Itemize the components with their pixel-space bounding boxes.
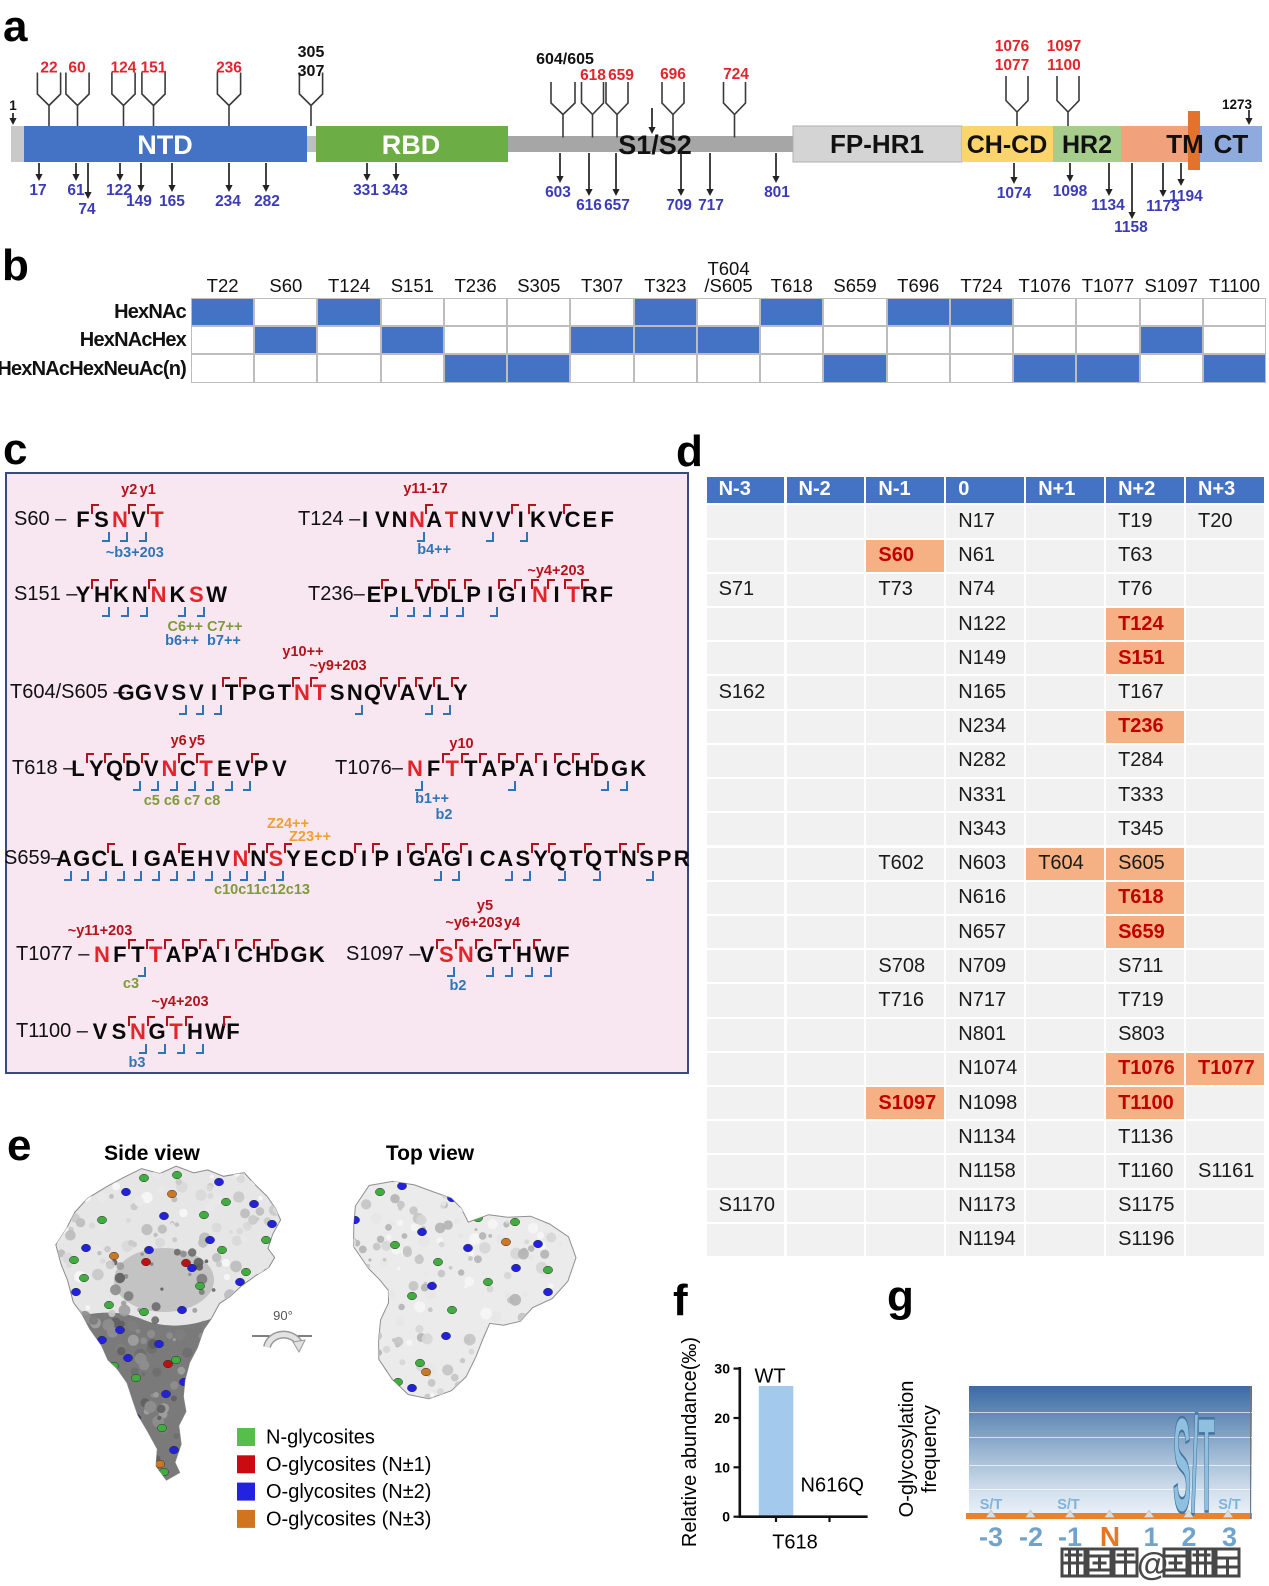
svg-text:30: 30: [714, 1361, 730, 1377]
svg-text:S/T: S/T: [1057, 1497, 1080, 1513]
svg-text:236: 236: [216, 60, 242, 77]
svg-text:331: 331: [353, 182, 379, 199]
svg-text:1273: 1273: [1222, 97, 1253, 112]
svg-text:Side view: Side view: [104, 1142, 200, 1165]
svg-text:S/T: S/T: [1218, 1497, 1241, 1513]
svg-text:124: 124: [111, 60, 137, 77]
svg-text:1074: 1074: [997, 185, 1032, 202]
svg-text:22: 22: [40, 60, 57, 77]
svg-text:282: 282: [254, 193, 280, 210]
svg-text:2: 2: [1181, 1522, 1196, 1552]
svg-text:1194: 1194: [1169, 188, 1203, 205]
svg-text:1: 1: [9, 98, 17, 113]
svg-text:N616Q: N616Q: [801, 1474, 864, 1496]
svg-text:3: 3: [1222, 1522, 1237, 1552]
svg-text:-2: -2: [1019, 1522, 1043, 1552]
svg-text:-3: -3: [979, 1522, 1003, 1552]
svg-text:17: 17: [29, 182, 46, 199]
svg-text:FP-HR1: FP-HR1: [830, 129, 924, 159]
svg-text:S1/S2: S1/S2: [618, 130, 692, 160]
svg-text:60: 60: [68, 60, 85, 77]
svg-text:90°: 90°: [273, 1308, 293, 1323]
svg-text:1076: 1076: [995, 38, 1030, 55]
svg-text:NTD: NTD: [137, 130, 193, 160]
svg-text:1100: 1100: [1047, 57, 1081, 74]
svg-text:149: 149: [126, 193, 152, 210]
svg-text:N: N: [1100, 1521, 1120, 1552]
svg-text:WT: WT: [754, 1366, 785, 1388]
svg-text:N-glycosites: N-glycosites: [266, 1427, 375, 1449]
svg-text:20: 20: [714, 1410, 730, 1426]
svg-text:S/T: S/T: [1173, 1400, 1215, 1541]
svg-text:343: 343: [382, 182, 408, 199]
svg-text:1134: 1134: [1091, 197, 1125, 214]
svg-text:Top view: Top view: [386, 1142, 475, 1165]
svg-text:-1: -1: [1058, 1522, 1082, 1552]
svg-text:151: 151: [141, 60, 167, 77]
svg-text:0: 0: [722, 1509, 730, 1525]
svg-text:724: 724: [723, 66, 749, 83]
svg-text:604/605: 604/605: [536, 51, 594, 68]
svg-text:O-glycosites (N±2): O-glycosites (N±2): [266, 1481, 431, 1503]
svg-text:Relative abundance(‰): Relative abundance(‰): [679, 1337, 701, 1547]
svg-text:122: 122: [106, 182, 132, 199]
svg-text:O-glycosites (N±1): O-glycosites (N±1): [266, 1454, 431, 1476]
svg-text:307: 307: [298, 63, 325, 80]
svg-text:1158: 1158: [1114, 219, 1148, 236]
svg-text:RBD: RBD: [382, 130, 441, 160]
svg-text:1173: 1173: [1146, 198, 1180, 215]
svg-text:1: 1: [1143, 1522, 1158, 1552]
svg-text:709: 709: [666, 197, 692, 214]
svg-text:74: 74: [78, 201, 96, 218]
svg-text:T618: T618: [772, 1531, 818, 1553]
svg-text:1098: 1098: [1053, 183, 1088, 200]
svg-text:305: 305: [298, 44, 325, 61]
svg-text:603: 603: [545, 184, 571, 201]
svg-text:717: 717: [698, 197, 724, 214]
svg-text:618: 618: [580, 67, 606, 84]
svg-text:O-glycosites (N±3): O-glycosites (N±3): [266, 1508, 431, 1530]
svg-text:659: 659: [608, 67, 634, 84]
svg-text:165: 165: [159, 193, 185, 210]
svg-text:HR2: HR2: [1062, 131, 1112, 159]
svg-text:616: 616: [576, 197, 602, 214]
svg-text:61: 61: [67, 182, 85, 199]
svg-text:801: 801: [764, 184, 790, 201]
svg-text:CT: CT: [1214, 129, 1249, 159]
svg-text:1077: 1077: [995, 57, 1029, 74]
svg-text:TM: TM: [1166, 129, 1204, 159]
svg-text:CH-CD: CH-CD: [967, 131, 1048, 159]
svg-text:S/T: S/T: [980, 1497, 1003, 1513]
svg-text:696: 696: [660, 66, 686, 83]
svg-text:234: 234: [215, 193, 241, 210]
svg-text:1097: 1097: [1047, 38, 1081, 55]
svg-text:657: 657: [604, 197, 630, 214]
svg-text:10: 10: [714, 1459, 730, 1475]
